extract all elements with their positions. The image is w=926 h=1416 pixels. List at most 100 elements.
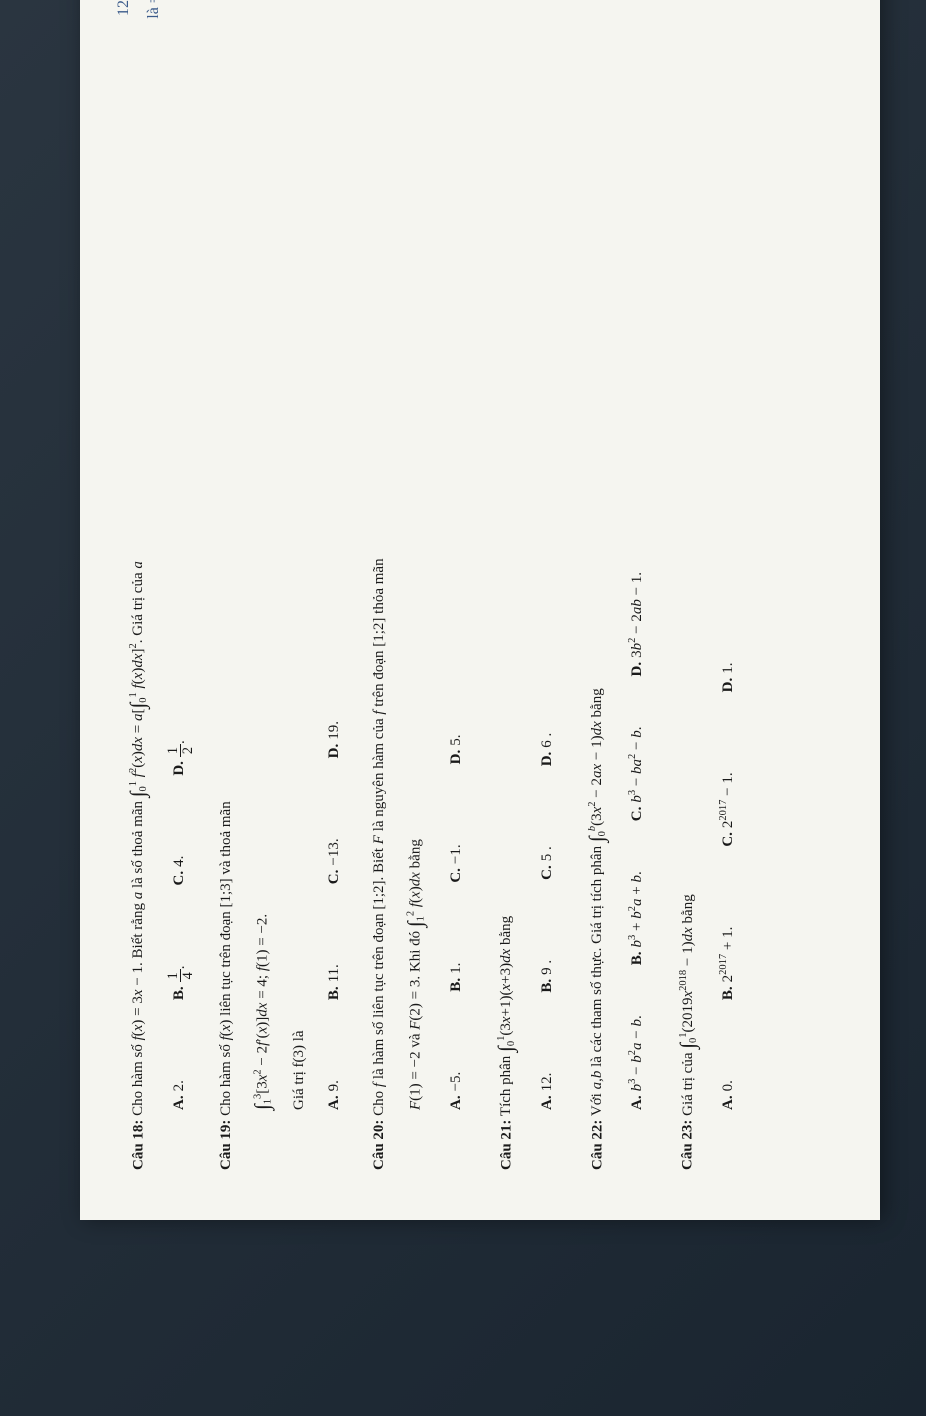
option-label: C. <box>443 868 470 883</box>
options-row: A. 12. B. 9 . C. 5 . D. 6 . <box>534 0 561 1110</box>
options-row: A. −5. B. 1. C. −1. D. 5. <box>443 0 470 1110</box>
question-22: Câu 22: Với a,b là các tham số thực. Giá… <box>579 0 652 1170</box>
question-text: Cho f là hàm số liên tục trên đoạn [1;2]… <box>371 558 387 1115</box>
option-d: D. 6 . <box>534 733 561 767</box>
option-value: 12. <box>534 1073 561 1092</box>
option-label: C. <box>166 871 196 886</box>
option-label: A. <box>166 1095 196 1110</box>
option-d: D. 5. <box>443 735 470 765</box>
option-label: B. <box>715 986 742 1000</box>
question-text: Cho hàm số f(x) = 3x − 1. Biết rằng a là… <box>130 561 146 1116</box>
option-label: C. <box>534 865 561 880</box>
option-c: C. 22017 − 1. <box>715 772 742 846</box>
option-d: D. 19. <box>321 721 348 758</box>
option-value: −13. <box>321 838 348 865</box>
option-c: C. 4. <box>166 856 196 886</box>
option-b: B. 14. <box>166 966 196 1001</box>
option-d: D. 12. <box>166 740 196 775</box>
option-label: D. <box>715 678 742 693</box>
option-c: C. 5 . <box>534 846 561 880</box>
option-label: B. <box>534 979 561 993</box>
option-a: A. −5. <box>443 1072 470 1110</box>
options-row: A. 9. B. 11. C. −13. D. 19. <box>321 0 348 1110</box>
option-c: C. b3 − ba2 − b. <box>624 726 651 821</box>
option-b: B. 22017 + 1. <box>715 927 742 1000</box>
option-label: D. <box>443 750 470 765</box>
option-value: 12. <box>166 740 196 757</box>
option-label: B. <box>443 978 470 992</box>
option-value: 9. <box>321 1080 348 1091</box>
option-value: 0. <box>715 1080 742 1091</box>
option-c: C. −1. <box>443 844 470 882</box>
option-label: D. <box>534 752 561 767</box>
question-number: Câu 20: <box>371 1120 387 1170</box>
option-value: −1. <box>443 844 470 864</box>
option-value: 14. <box>166 966 196 983</box>
question-text: Giá trị của ∫01(2019x2018 − 1)dx bằng <box>680 894 696 1116</box>
exam-paper: 12 là = 2-√2 Câu 18: Cho hàm số f(x) = 3… <box>80 0 880 1220</box>
option-value: 19. <box>321 721 348 740</box>
question-subline: ∫13[3x2 − 2f′(x)]dx = 4; f(1) = −2. <box>244 0 282 1110</box>
question-text: Tích phân ∫01(3x+1)(x+3)dx bằng <box>498 916 514 1116</box>
question-20: Câu 20: Cho f là hàm số liên tục trên đo… <box>366 0 470 1170</box>
option-label: B. <box>624 951 651 965</box>
option-a: A. 9. <box>321 1080 348 1110</box>
option-b: B. 11. <box>321 964 348 1000</box>
question-number: Câu 19: <box>218 1120 234 1170</box>
question-text: Với a,b là các tham số thực. Giá trị tíc… <box>589 688 605 1116</box>
option-label: A. <box>715 1095 742 1110</box>
option-label: B. <box>166 986 196 1000</box>
option-label: D. <box>321 744 348 759</box>
option-value: 2. <box>166 1080 196 1091</box>
option-a: A. 12. <box>534 1073 561 1110</box>
option-value: 22017 − 1. <box>715 772 742 828</box>
options-row: A. 0. B. 22017 + 1. C. 22017 − 1. D. 1. <box>715 0 742 1110</box>
question-text: Cho hàm số f(x) liên tục trên đoạn [1;3]… <box>218 801 234 1116</box>
question-number: Câu 22: <box>589 1120 605 1170</box>
option-value: b3 − ba2 − b. <box>624 726 651 802</box>
option-a: A. 2. <box>166 1080 196 1110</box>
option-d: D. 3b2 − 2ab − 1. <box>624 572 651 677</box>
question-21: Câu 21: Tích phân ∫01(3x+1)(x+3)dx bằng … <box>488 0 561 1170</box>
option-value: 9 . <box>534 960 561 975</box>
option-value: b3 + b2a + b. <box>624 871 651 947</box>
option-value: −5. <box>443 1072 470 1092</box>
question-number: Câu 18: <box>130 1120 146 1170</box>
option-value: b3 − b2a − b. <box>624 1015 651 1091</box>
option-value: 22017 + 1. <box>715 927 742 983</box>
handwritten-note-1: 12 <box>110 0 139 16</box>
option-value: 1. <box>443 963 470 974</box>
option-b: B. 9 . <box>534 960 561 993</box>
option-a: A. 0. <box>715 1080 742 1110</box>
option-value: 4. <box>166 856 196 867</box>
handwritten-note-2: là = 2-√2 <box>140 0 169 19</box>
option-a: A. b3 − b2a − b. <box>624 1015 651 1110</box>
option-b: B. b3 + b2a + b. <box>624 871 651 965</box>
option-b: B. 1. <box>443 963 470 992</box>
option-label: C. <box>624 807 651 822</box>
question-subline: F(1) = −2 và F(2) = 3. Khi đó ∫12 f(x)dx… <box>397 0 435 1110</box>
question-number: Câu 23: <box>680 1120 696 1170</box>
option-value: 11. <box>321 964 348 982</box>
option-label: A. <box>443 1095 470 1110</box>
question-subline: Giá trị f(3) là <box>286 0 313 1110</box>
option-label: A. <box>321 1095 348 1110</box>
option-label: D. <box>624 662 651 677</box>
option-d: D. 1. <box>715 663 742 693</box>
option-label: B. <box>321 986 348 1000</box>
question-number: Câu 21: <box>498 1120 514 1170</box>
options-row: A. b3 − b2a − b. B. b3 + b2a + b. C. b3 … <box>624 0 651 1110</box>
option-value: 1. <box>715 663 742 674</box>
option-label: D. <box>166 761 196 776</box>
option-label: C. <box>715 832 742 847</box>
option-label: C. <box>321 870 348 885</box>
option-value: 5. <box>443 735 470 746</box>
question-18: Câu 18: Cho hàm số f(x) = 3x − 1. Biết r… <box>120 0 195 1170</box>
option-c: C. −13. <box>321 838 348 884</box>
option-value: 3b2 − 2ab − 1. <box>624 572 651 658</box>
question-23: Câu 23: Giá trị của ∫01(2019x2018 − 1)dx… <box>669 0 742 1170</box>
option-value: 5 . <box>534 846 561 861</box>
options-row: A. 2. B. 14. C. 4. D. 12. <box>166 0 196 1110</box>
option-label: A. <box>624 1095 651 1110</box>
question-19: Câu 19: Cho hàm số f(x) liên tục trên đo… <box>213 0 348 1170</box>
